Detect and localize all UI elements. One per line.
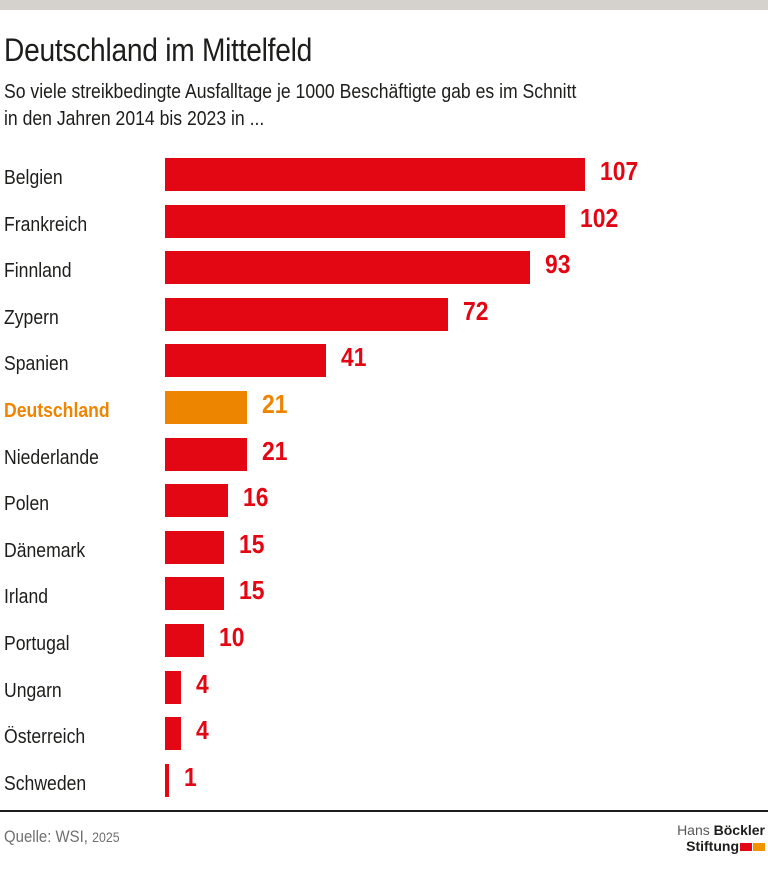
category-label: Dänemark — [4, 539, 86, 562]
chart-subtitle: So viele streikbedingte Ausfalltage je 1… — [4, 79, 768, 133]
value-label: 41 — [340, 342, 367, 373]
category-label: Finnland — [4, 260, 72, 283]
chart-row: Ungarn 4 — [4, 668, 768, 704]
bar — [165, 437, 248, 471]
logo-red-square-icon — [740, 843, 752, 852]
bar — [165, 670, 181, 704]
chart-row: Zypern 72 — [4, 295, 768, 331]
category-label: Österreich — [4, 726, 86, 749]
value-label: 16 — [242, 482, 269, 513]
footer: Quelle: WSI, 2025 Hans Böckler Stiftung — [0, 812, 768, 854]
chart-row: Polen 16 — [4, 482, 768, 518]
chart-row: Dänemark 15 — [4, 528, 768, 564]
bar — [165, 344, 326, 378]
category-label: Niederlande — [4, 446, 99, 469]
bar — [165, 763, 169, 797]
hbs-logo: Hans Böckler Stiftung — [677, 822, 765, 854]
bar-chart: Belgien 107 Frankreich 102 Finnland 93 Zypern 7… — [4, 156, 768, 797]
infographic: Deutschland im Mittelfeld So viele strei… — [0, 0, 768, 854]
bar — [165, 251, 530, 285]
source-label: Quelle: WSI, 2025 — [4, 822, 135, 847]
chart-row: Niederlande 21 — [4, 435, 768, 471]
logo-orange-square-icon — [753, 843, 765, 852]
logo-stiftung-label: Stiftung — [686, 838, 739, 855]
value-label: 15 — [238, 575, 265, 606]
value-label: 21 — [262, 388, 288, 419]
value-label: 1 — [183, 761, 197, 792]
chart-row: Irland 15 — [4, 575, 768, 611]
category-label: Frankreich — [4, 213, 88, 236]
chart-row: Spanien 41 — [4, 342, 768, 378]
logo-hans-label: Hans — [677, 822, 710, 839]
chart-row: Belgien 107 — [4, 156, 768, 191]
value-label: 10 — [219, 621, 245, 652]
value-label: 93 — [545, 249, 571, 280]
category-label: Portugal — [4, 632, 70, 655]
chart-row: Schweden 1 — [4, 761, 768, 797]
category-label: Polen — [4, 493, 50, 516]
bar — [165, 297, 448, 331]
chart-row: Frankreich 102 — [4, 202, 768, 238]
bar — [165, 717, 181, 751]
category-label: Schweden — [4, 772, 87, 795]
value-label: 107 — [600, 156, 639, 186]
value-label: 15 — [238, 528, 265, 559]
value-label: 4 — [195, 668, 209, 699]
category-label: Spanien — [4, 353, 69, 376]
bar — [165, 484, 228, 518]
category-label: Zypern — [4, 306, 59, 329]
value-label: 102 — [580, 202, 619, 233]
chart-row: Deutschland 21 — [4, 388, 768, 424]
value-label: 4 — [195, 715, 209, 746]
bar — [165, 530, 224, 564]
bar — [165, 158, 585, 191]
subtitle-line-2: in den Jahren 2014 bis 2023 in ... — [4, 108, 265, 130]
footer-divider — [0, 810, 768, 813]
bar — [165, 204, 566, 238]
chart-row: Finnland 93 — [4, 249, 768, 285]
source-year: 2025 — [92, 829, 120, 846]
category-label: Belgien — [4, 167, 63, 189]
source-prefix: Quelle: WSI, — [4, 827, 88, 847]
top-gray-strip — [0, 0, 768, 10]
subtitle-line-1: So viele streikbedingte Ausfalltage je 1… — [4, 81, 577, 103]
category-label: Irland — [4, 586, 49, 609]
bar — [165, 390, 248, 424]
bar — [165, 577, 224, 611]
value-label: 21 — [262, 435, 288, 466]
value-label: 72 — [462, 295, 489, 326]
category-label: Ungarn — [4, 679, 62, 702]
chart-row: Portugal 10 — [4, 621, 768, 657]
logo-boeckler-label: Böckler — [713, 822, 765, 839]
chart-title: Deutschland im Mittelfeld — [4, 32, 312, 68]
chart-row: Österreich 4 — [4, 715, 768, 751]
bar — [165, 623, 205, 657]
category-label: Deutschland — [4, 399, 110, 422]
